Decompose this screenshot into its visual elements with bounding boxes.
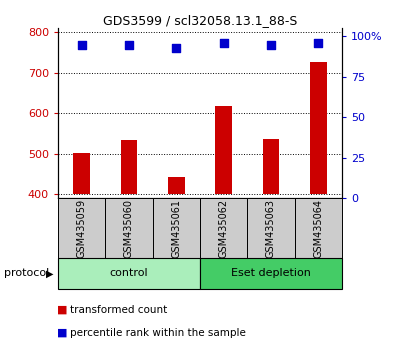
Bar <box>200 198 247 258</box>
Title: GDS3599 / scl32058.13.1_88-S: GDS3599 / scl32058.13.1_88-S <box>103 14 297 27</box>
Bar <box>58 258 200 289</box>
Text: GSM435063: GSM435063 <box>266 199 276 258</box>
Text: GSM435059: GSM435059 <box>77 199 87 258</box>
Bar <box>153 198 200 258</box>
Bar <box>105 198 153 258</box>
Text: ■: ■ <box>57 305 67 315</box>
Bar <box>310 62 327 194</box>
Point <box>78 42 85 47</box>
Point <box>220 40 227 46</box>
Text: GSM435061: GSM435061 <box>171 199 181 258</box>
Bar <box>168 177 185 194</box>
Bar <box>247 198 295 258</box>
Bar <box>73 153 90 194</box>
Text: ▶: ▶ <box>46 268 54 279</box>
Text: control: control <box>110 268 148 279</box>
Point <box>173 45 180 51</box>
Text: GSM435060: GSM435060 <box>124 199 134 258</box>
Text: GSM435062: GSM435062 <box>219 199 229 258</box>
Text: protocol: protocol <box>4 268 49 279</box>
Text: GSM435064: GSM435064 <box>313 199 323 258</box>
Text: transformed count: transformed count <box>70 305 167 315</box>
Point <box>268 42 274 47</box>
Bar <box>295 198 342 258</box>
Bar <box>215 106 232 194</box>
Bar <box>58 198 105 258</box>
Point <box>126 42 132 47</box>
Bar <box>200 258 342 289</box>
Bar <box>121 141 137 194</box>
Text: percentile rank within the sample: percentile rank within the sample <box>70 328 246 338</box>
Point <box>315 40 322 46</box>
Text: ■: ■ <box>57 328 67 338</box>
Bar <box>263 139 279 194</box>
Text: Eset depletion: Eset depletion <box>231 268 311 279</box>
